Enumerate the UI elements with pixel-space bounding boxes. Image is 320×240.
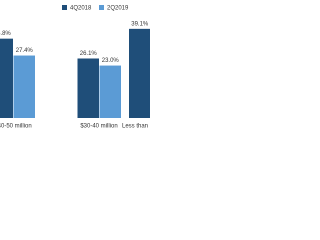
- legend-swatch: [99, 5, 104, 10]
- value-label: 39.1%: [131, 21, 149, 27]
- legend-label: 4Q2018: [70, 6, 92, 12]
- bar: [0, 38, 13, 118]
- value-label: 27.4%: [16, 48, 34, 54]
- bar: [13, 55, 35, 118]
- x-tick-label: $30-40 million: [80, 124, 117, 130]
- legend-swatch: [62, 5, 67, 10]
- value-label: 23.0%: [102, 58, 120, 64]
- x-tick-label: $40-50 million: [0, 124, 32, 130]
- bar: [77, 58, 99, 118]
- legend-label: 2Q2019: [107, 6, 129, 12]
- bar: [129, 28, 150, 119]
- value-label: 34.8%: [0, 31, 11, 37]
- value-label: 26.1%: [80, 51, 98, 57]
- bar: [99, 65, 121, 118]
- x-tick-label: Less than: [122, 124, 148, 130]
- chart: 4Q2018 2Q2019 $40-50 million 34.8% 27.4% $30-…: [0, 5, 150, 130]
